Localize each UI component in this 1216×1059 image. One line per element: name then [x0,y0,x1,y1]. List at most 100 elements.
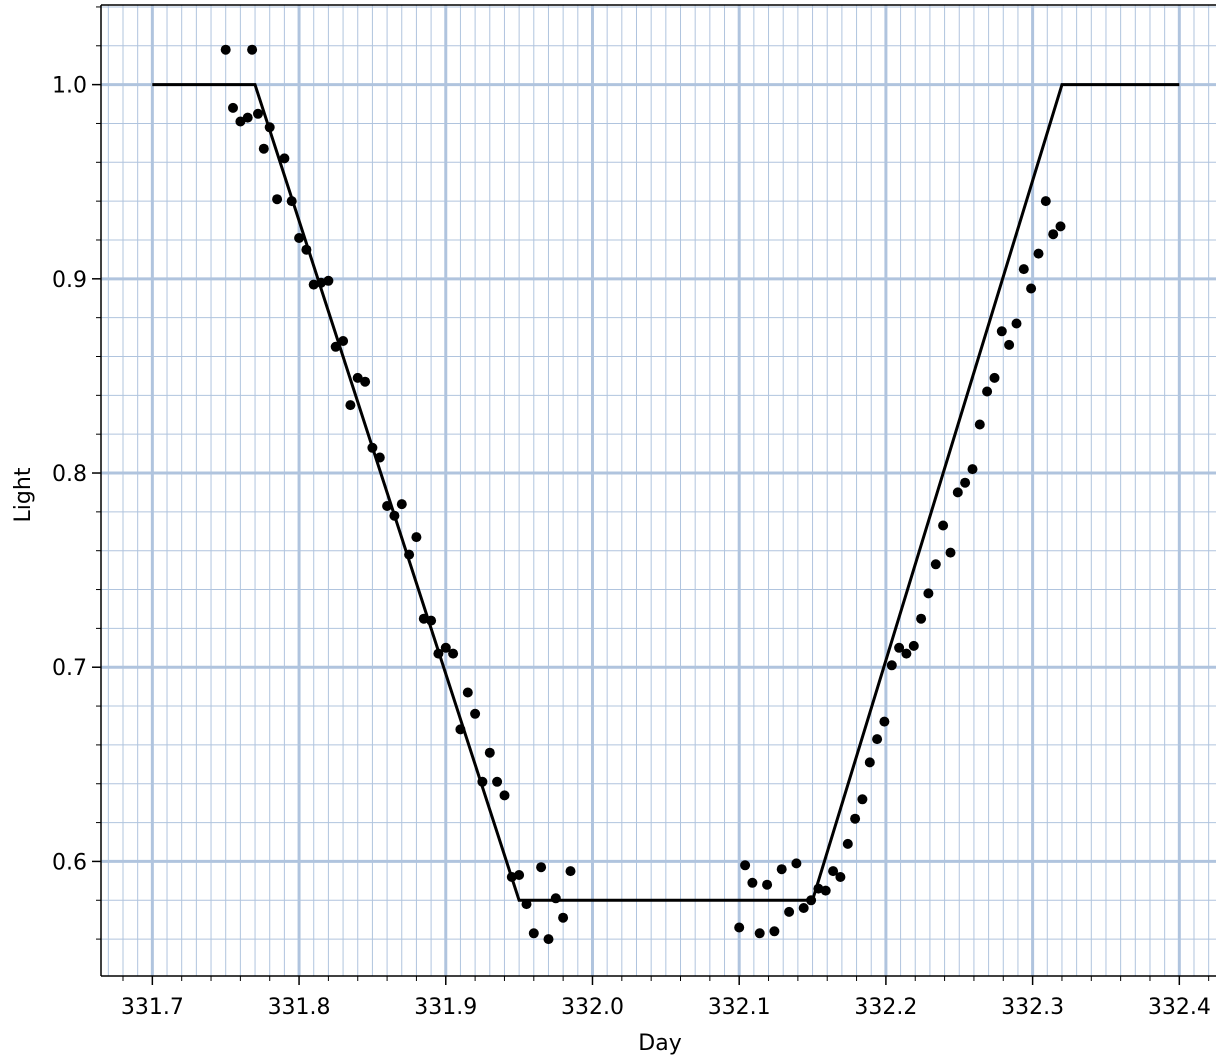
data-point [455,724,466,735]
data-point [762,879,773,890]
data-points [220,44,1066,945]
data-point [945,547,956,558]
data-point [791,858,802,869]
data-point [286,196,297,207]
data-point [565,866,576,877]
data-point [820,885,831,896]
data-point [894,642,905,653]
data-point [747,877,758,888]
data-point [521,899,532,910]
data-point [389,510,400,521]
data-point [338,336,349,346]
data-point [1055,221,1066,232]
data-point [996,326,1007,337]
data-point [220,44,231,55]
y-tick-label: 0.8 [52,462,87,487]
data-point [323,275,334,286]
data-point [1033,248,1044,259]
data-point [1018,264,1029,275]
x-tick-label: 331.8 [268,995,331,1020]
data-point [1026,283,1037,294]
data-point [989,372,1000,383]
data-point [404,549,415,560]
data-point [886,660,897,671]
data-point [242,112,253,123]
data-point [514,870,525,880]
data-point [1011,318,1022,329]
data-point [828,866,839,877]
data-point [462,687,473,698]
data-point [258,143,269,154]
data-point [1004,339,1015,350]
data-point [396,499,407,510]
x-axis-title: Day [638,1031,681,1056]
data-point [411,532,422,543]
data-point [536,862,547,873]
data-point [1048,229,1059,240]
data-point [301,244,312,255]
data-point [734,922,745,933]
data-point [272,194,283,205]
data-point [835,872,846,882]
data-point [279,153,290,164]
data-point [930,559,941,570]
data-point [872,734,883,745]
data-point [1040,196,1051,207]
data-point [330,341,341,352]
data-point [294,233,305,243]
x-tick-label: 332.4 [1148,995,1211,1020]
data-point [850,813,861,824]
data-point [754,928,765,939]
data-point [864,757,875,768]
data-point [938,520,949,531]
axes [100,4,1216,977]
x-tick-label: 332.0 [561,995,624,1020]
data-point [784,906,795,917]
data-point [228,102,238,113]
data-point [842,838,853,849]
data-point [550,893,561,904]
data-point [492,776,503,787]
data-point [352,372,363,383]
data-point [235,116,246,127]
x-tick-label: 332.1 [708,995,771,1020]
model-line-group [152,83,1180,902]
x-tick-label: 332.2 [854,995,917,1020]
data-point [470,708,481,719]
data-point [967,464,978,475]
y-axis-title: Light [11,467,36,522]
data-point [908,640,919,651]
data-point [345,400,356,411]
data-point [374,452,385,463]
data-point [382,501,393,511]
x-tick-label: 331.7 [121,995,184,1020]
data-point [806,895,817,906]
data-point [264,122,275,133]
data-point [477,776,488,787]
data-point [901,648,912,659]
y-tick-label: 1.0 [52,74,87,99]
y-tick-label: 0.7 [52,656,87,681]
x-tick-label: 332.3 [1001,995,1064,1020]
data-point [558,912,569,923]
data-point [916,613,927,624]
data-point [247,44,258,55]
data-point [960,477,971,488]
data-point [974,419,985,430]
data-point [433,648,444,659]
data-point [499,790,510,801]
model-line [152,83,1180,902]
data-point [448,648,459,659]
data-point [740,860,751,871]
y-axis-ticks: 0.6 0.7 0.8 0.9 1.0 [52,6,101,940]
y-tick-label: 0.9 [52,268,87,293]
data-point [484,747,495,758]
data-point [982,386,993,397]
data-point [440,642,451,653]
data-point [879,716,890,727]
data-point [769,926,780,937]
data-point [528,928,539,939]
major-grid [101,5,1216,976]
data-point [360,376,371,387]
